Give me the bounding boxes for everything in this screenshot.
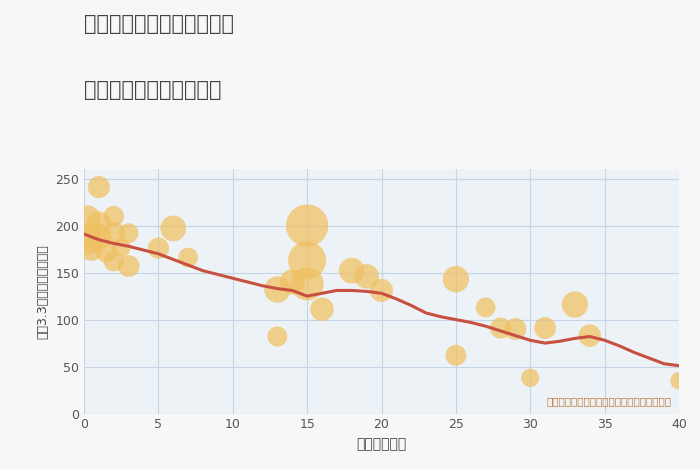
Text: 築年数別中古戸建て価格: 築年数別中古戸建て価格 <box>84 80 221 100</box>
Point <box>116 243 127 251</box>
Point <box>86 245 97 253</box>
Point <box>108 229 119 237</box>
Point <box>93 183 104 191</box>
Point <box>183 254 194 261</box>
Point <box>302 222 313 229</box>
Point <box>302 280 313 288</box>
Point <box>316 306 328 313</box>
X-axis label: 築年数（年）: 築年数（年） <box>356 437 407 451</box>
Point <box>376 287 387 294</box>
Point <box>569 301 580 308</box>
Point <box>108 258 119 265</box>
Point <box>495 324 506 332</box>
Text: 東京都東久留米市学園町の: 東京都東久留米市学園町の <box>84 14 234 34</box>
Point <box>272 333 283 340</box>
Point <box>673 377 685 384</box>
Point <box>287 278 298 286</box>
Point <box>93 233 104 241</box>
Point <box>510 325 521 333</box>
Point <box>81 236 92 243</box>
Point <box>480 304 491 311</box>
Point <box>346 267 357 274</box>
Point <box>168 225 179 232</box>
Point <box>450 275 461 283</box>
Point <box>272 286 283 293</box>
Point <box>584 332 595 339</box>
Text: 円の大きさは、取引のあった物件面積を示す: 円の大きさは、取引のあった物件面積を示す <box>547 396 671 406</box>
Point <box>540 324 551 332</box>
Point <box>101 248 112 256</box>
Point <box>123 262 134 270</box>
Point <box>81 215 92 223</box>
Point <box>123 229 134 237</box>
Point <box>525 374 536 382</box>
Y-axis label: 坪（3.3㎡）単価（万円）: 坪（3.3㎡）単価（万円） <box>36 244 50 339</box>
Point <box>450 352 461 359</box>
Point <box>153 244 164 252</box>
Point <box>302 257 313 264</box>
Point <box>108 212 119 220</box>
Point <box>361 273 372 280</box>
Point <box>93 220 104 227</box>
